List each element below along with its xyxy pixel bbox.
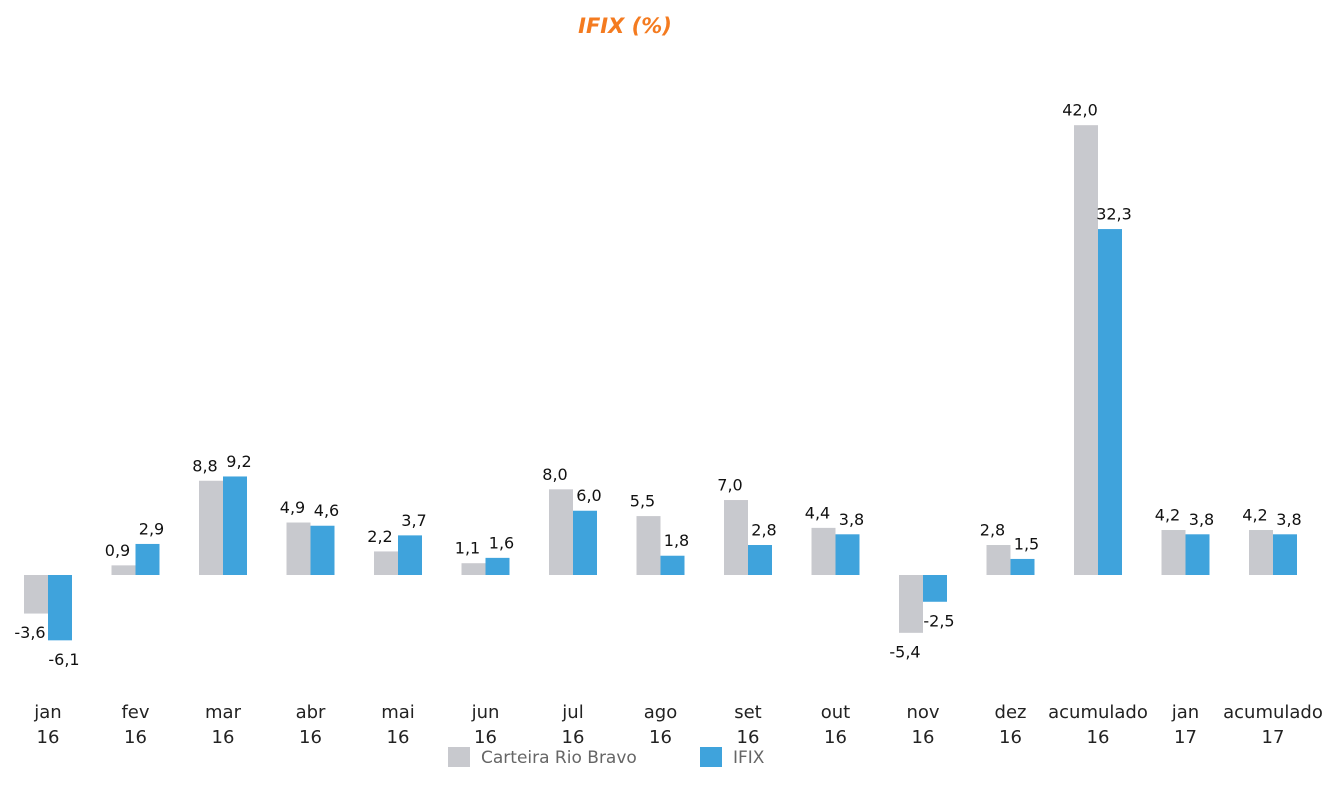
x-tick-label: out 16: [820, 702, 851, 748]
bar: [1249, 530, 1273, 575]
value-label: 4,4: [805, 503, 830, 522]
bar: [135, 543, 160, 575]
x-tick-label: ago 16: [643, 702, 678, 748]
value-label: 0,9: [105, 541, 130, 560]
value-label: 32,3: [1096, 205, 1132, 224]
bar: [24, 575, 48, 614]
value-label: -2,5: [923, 611, 954, 630]
value-label: 4,6: [314, 501, 339, 520]
x-tick-label: set 16: [734, 702, 762, 748]
bar: [573, 510, 597, 575]
bar: [111, 565, 136, 575]
value-label: -6,1: [48, 650, 79, 669]
value-label: 3,8: [1189, 510, 1214, 529]
bar: [461, 563, 486, 575]
bar: [986, 545, 1011, 575]
legend-swatch: [700, 747, 722, 767]
x-tick-label: abr 16: [295, 702, 326, 748]
value-label: 4,9: [280, 498, 305, 517]
bar: [1185, 534, 1210, 575]
value-label: 1,5: [1014, 534, 1039, 553]
bar: [48, 575, 72, 641]
value-label: -5,4: [889, 642, 920, 661]
bar: [1273, 534, 1297, 575]
bar: [748, 545, 772, 575]
value-label: 42,0: [1062, 101, 1098, 120]
x-tick-label: nov 16: [906, 702, 940, 748]
bar: [660, 555, 685, 575]
bar: [899, 575, 923, 633]
legend-swatch: [448, 747, 470, 767]
value-label: 4,2: [1242, 506, 1267, 525]
bar: [485, 557, 510, 575]
value-label: 2,9: [139, 519, 164, 538]
value-label: 7,0: [717, 476, 742, 495]
bar: [549, 489, 573, 575]
bar: [398, 535, 422, 575]
chart-title: IFIX (%): [578, 14, 672, 38]
x-tick-label: dez 16: [994, 702, 1027, 748]
bar: [199, 480, 223, 575]
value-label: 2,8: [980, 521, 1005, 540]
bar: [1161, 530, 1186, 575]
bar: [310, 525, 335, 575]
bar: [811, 527, 836, 575]
value-label: 5,5: [630, 492, 655, 511]
value-label: 3,7: [401, 511, 426, 530]
value-label: 3,8: [1276, 510, 1301, 529]
bar: [286, 522, 311, 575]
value-label: 6,0: [576, 486, 601, 505]
x-tick-label: jan 16: [34, 702, 62, 748]
value-label: 8,0: [542, 465, 567, 484]
x-tick-label: jun 16: [471, 702, 500, 748]
bar: [923, 575, 947, 602]
x-tick-label: jul 16: [561, 702, 585, 748]
value-label: 3,8: [839, 510, 864, 529]
bar: [223, 476, 247, 575]
bar: [1074, 125, 1098, 576]
x-tick-label: fev 16: [121, 702, 150, 748]
value-label: 9,2: [226, 452, 251, 471]
x-tick-label: mar 16: [205, 702, 241, 748]
legend-label: IFIX: [733, 748, 765, 768]
bar: [724, 500, 748, 575]
value-label: 1,6: [489, 533, 514, 552]
value-label: 2,8: [751, 521, 776, 540]
x-tick-label: acumulado 16: [1048, 702, 1148, 748]
x-tick-label: acumulado 17: [1223, 702, 1323, 748]
bar: [1098, 229, 1122, 575]
legend-label: Carteira Rio Bravo: [481, 748, 637, 768]
value-label: 4,2: [1155, 506, 1180, 525]
bar: [374, 551, 398, 575]
value-label: 2,2: [367, 527, 392, 546]
x-tick-label: jan 17: [1171, 702, 1200, 748]
bar: [835, 534, 860, 575]
x-tick-label: mai 16: [381, 702, 415, 748]
value-label: 1,8: [664, 531, 689, 550]
bar: [636, 516, 661, 575]
value-label: 8,8: [192, 456, 217, 475]
value-label: -3,6: [14, 623, 45, 642]
bar: [1010, 558, 1035, 575]
value-label: 1,1: [455, 539, 480, 558]
